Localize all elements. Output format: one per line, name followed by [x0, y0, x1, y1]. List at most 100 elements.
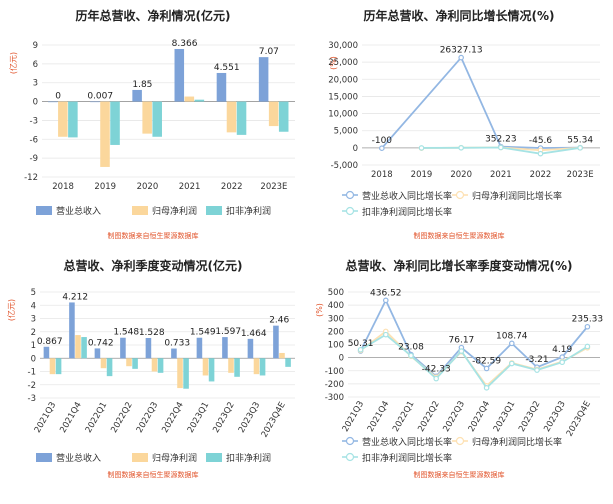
data-label: 0.742 [88, 338, 114, 348]
x-tick-label: 2023Q2 [211, 401, 237, 435]
data-label: 436.52 [370, 288, 402, 298]
legend-marker [345, 452, 355, 462]
legend-swatch [206, 453, 222, 462]
legend-swatch [36, 206, 52, 215]
annual-amount-panel: 历年总营收、净利情况(亿元) (亿元) 9 6 3 0 -3 -6 -9 -12 2018 2019 2… [8, 8, 295, 240]
data-label: 0 [55, 92, 61, 102]
series-point [584, 343, 591, 350]
bar-revenue [43, 346, 50, 359]
data-label: 108.74 [496, 331, 528, 341]
x-tick-label: 2022 [221, 182, 243, 192]
y-tick-label: 3 [33, 79, 38, 89]
x-tick-label: 2023Q4E [260, 401, 288, 440]
legend-label: 营业总收入同比增长率 [362, 436, 452, 448]
series-line-0 [381, 55, 581, 149]
bar-parent-profit [279, 352, 285, 359]
data-label: -42.33 [422, 364, 451, 374]
series-point [584, 323, 591, 330]
chart-title: 总营收、净利季度变动情况(亿元) [64, 258, 243, 273]
bar-revenue [174, 48, 185, 102]
x-tick-label: 2021 [490, 170, 512, 180]
x-tick-label: 2023Q4E [565, 400, 593, 439]
bar-parent-profit [49, 358, 56, 375]
data-label: 76.17 [449, 336, 475, 346]
series-point [498, 144, 504, 151]
x-tick-label: 2023Q3 [542, 400, 568, 434]
x-tick-label: 2021 [179, 182, 201, 192]
x-tick-label: 2019 [94, 182, 116, 192]
y-tick-label: -100 [325, 367, 344, 377]
series-point [418, 145, 425, 151]
x-tick-label: 2020 [137, 182, 159, 192]
series-point [379, 145, 385, 152]
series-point [509, 360, 515, 367]
bar-revenue [216, 72, 227, 102]
series-point [537, 150, 544, 157]
x-tick-label: 2022Q1 [84, 401, 110, 435]
bar-parent-profit [58, 101, 68, 137]
y-tick-label: 9 [33, 41, 38, 51]
data-label: 1.528 [139, 328, 165, 338]
bar-parent-profit [177, 358, 183, 389]
bar-revenue [247, 338, 254, 359]
data-label: 2.46 [269, 316, 289, 326]
source-note: 制图数据来自恒生聚源数据库 [108, 470, 199, 479]
series-point [577, 145, 583, 151]
legend-marker [345, 436, 355, 446]
series-point [559, 359, 566, 366]
x-tick-label: 2021Q4 [366, 400, 392, 434]
source-note: 制图数据来自恒生聚源数据库 [414, 470, 505, 479]
y-tick-label: 20,000 [328, 75, 358, 85]
source-note: 制图数据来自恒生聚源数据库 [414, 231, 505, 240]
y-tick-label: -200 [325, 380, 344, 390]
y-tick-label: 5,000 [334, 127, 358, 137]
y-tick-label: -3 [28, 394, 36, 404]
x-tick-label: 2022Q3 [441, 400, 467, 434]
bar-deducted-profit [236, 101, 247, 135]
y-tick-label: 30,000 [328, 41, 358, 51]
x-tick-label: 2022Q1 [391, 400, 417, 434]
data-label: 0.867 [37, 337, 63, 347]
y-tick-label: 100 [328, 341, 344, 351]
y-tick-label: 200 [328, 327, 344, 337]
legend-label: 归母净利润 [152, 205, 197, 217]
series-line-2 [360, 333, 588, 390]
series-point [383, 331, 389, 338]
legend: 营业总收入 归母净利润 扣非净利润 [36, 205, 271, 217]
y-tick-label: -3 [30, 116, 38, 126]
x-tick-label: 2023E [260, 182, 287, 192]
x-tick-label: 2021Q3 [33, 401, 59, 435]
x-tick-label: 2018 [52, 182, 74, 192]
y-tick-label: -300 [325, 393, 344, 403]
data-label: 50.31 [348, 339, 374, 349]
unit-label: (亿元) [6, 299, 16, 321]
bar-revenue [48, 101, 58, 103]
series-point [408, 352, 414, 359]
data-label: 8.366 [172, 39, 198, 49]
legend-swatch [36, 453, 52, 462]
x-tick-label: 2021Q3 [341, 400, 367, 434]
x-tick-label: 2022Q3 [135, 401, 161, 435]
y-tick-label: 2 [31, 328, 36, 338]
y-tick-label: -6 [30, 135, 38, 145]
bar-parent-profit [126, 358, 132, 367]
legend-label: 归母净利润同比增长率 [472, 190, 562, 202]
x-tick-label: 2022 [530, 170, 552, 180]
series-point [458, 144, 464, 151]
x-tick-label: 2022Q4 [467, 400, 493, 434]
unit-label: (%) [315, 303, 324, 317]
bar-revenue [132, 89, 142, 102]
x-tick-label: 2021Q4 [58, 401, 84, 435]
series-line-0 [359, 298, 589, 378]
bar-parent-profit [75, 335, 81, 359]
legend-label: 归母净利润同比增长率 [472, 436, 562, 448]
legend-swatch [132, 206, 148, 215]
bar-parent-profit [268, 101, 279, 127]
bar-deducted-profit [106, 358, 113, 377]
bar-parent-profit [100, 358, 107, 369]
legend-marker [455, 436, 465, 446]
bar-parent-profit [142, 101, 152, 134]
legend-swatch [206, 206, 222, 215]
data-label: 1.548 [113, 328, 139, 338]
